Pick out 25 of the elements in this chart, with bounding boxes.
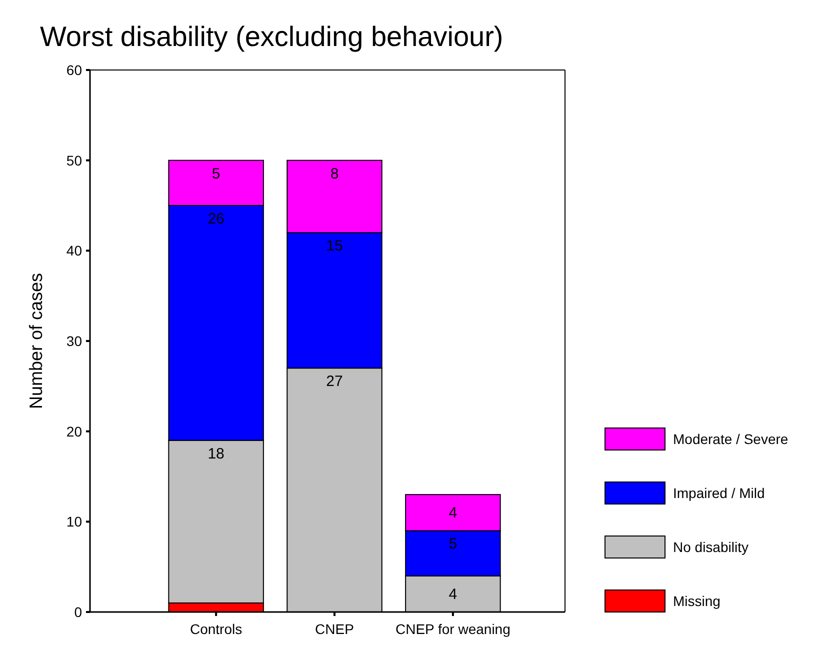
y-axis-title: Number of cases bbox=[26, 272, 46, 410]
legend-label: No disability bbox=[673, 539, 748, 555]
data-label: 27 bbox=[326, 373, 343, 390]
data-label: 8 bbox=[330, 165, 339, 182]
x-tick-label: Controls bbox=[190, 621, 242, 637]
data-label: 5 bbox=[212, 165, 220, 182]
data-label: 15 bbox=[326, 238, 343, 255]
legend-label: Moderate / Severe bbox=[673, 431, 788, 447]
y-tick-label: 10 bbox=[66, 514, 82, 530]
data-label: 18 bbox=[208, 445, 224, 462]
chart-title: Worst disability (excluding behaviour) bbox=[40, 21, 504, 52]
y-tick-label: 60 bbox=[66, 62, 82, 78]
y-tick-label: 50 bbox=[66, 152, 82, 168]
data-label: 5 bbox=[448, 536, 458, 553]
legend-label: Impaired / Mild bbox=[673, 485, 765, 501]
x-tick-label: CNEP bbox=[315, 621, 354, 637]
y-tick-label: 40 bbox=[66, 242, 82, 259]
y-tick-label: 30 bbox=[66, 333, 82, 349]
y-tick-label: 20 bbox=[66, 423, 82, 440]
y-tick-label: 0 bbox=[74, 604, 82, 620]
x-tick-label: CNEP for weaning bbox=[395, 621, 510, 637]
data-label: 4 bbox=[448, 504, 458, 522]
data-label: 4 bbox=[448, 586, 458, 603]
data-label: 26 bbox=[208, 210, 224, 228]
legend-label: Missing bbox=[673, 593, 720, 609]
